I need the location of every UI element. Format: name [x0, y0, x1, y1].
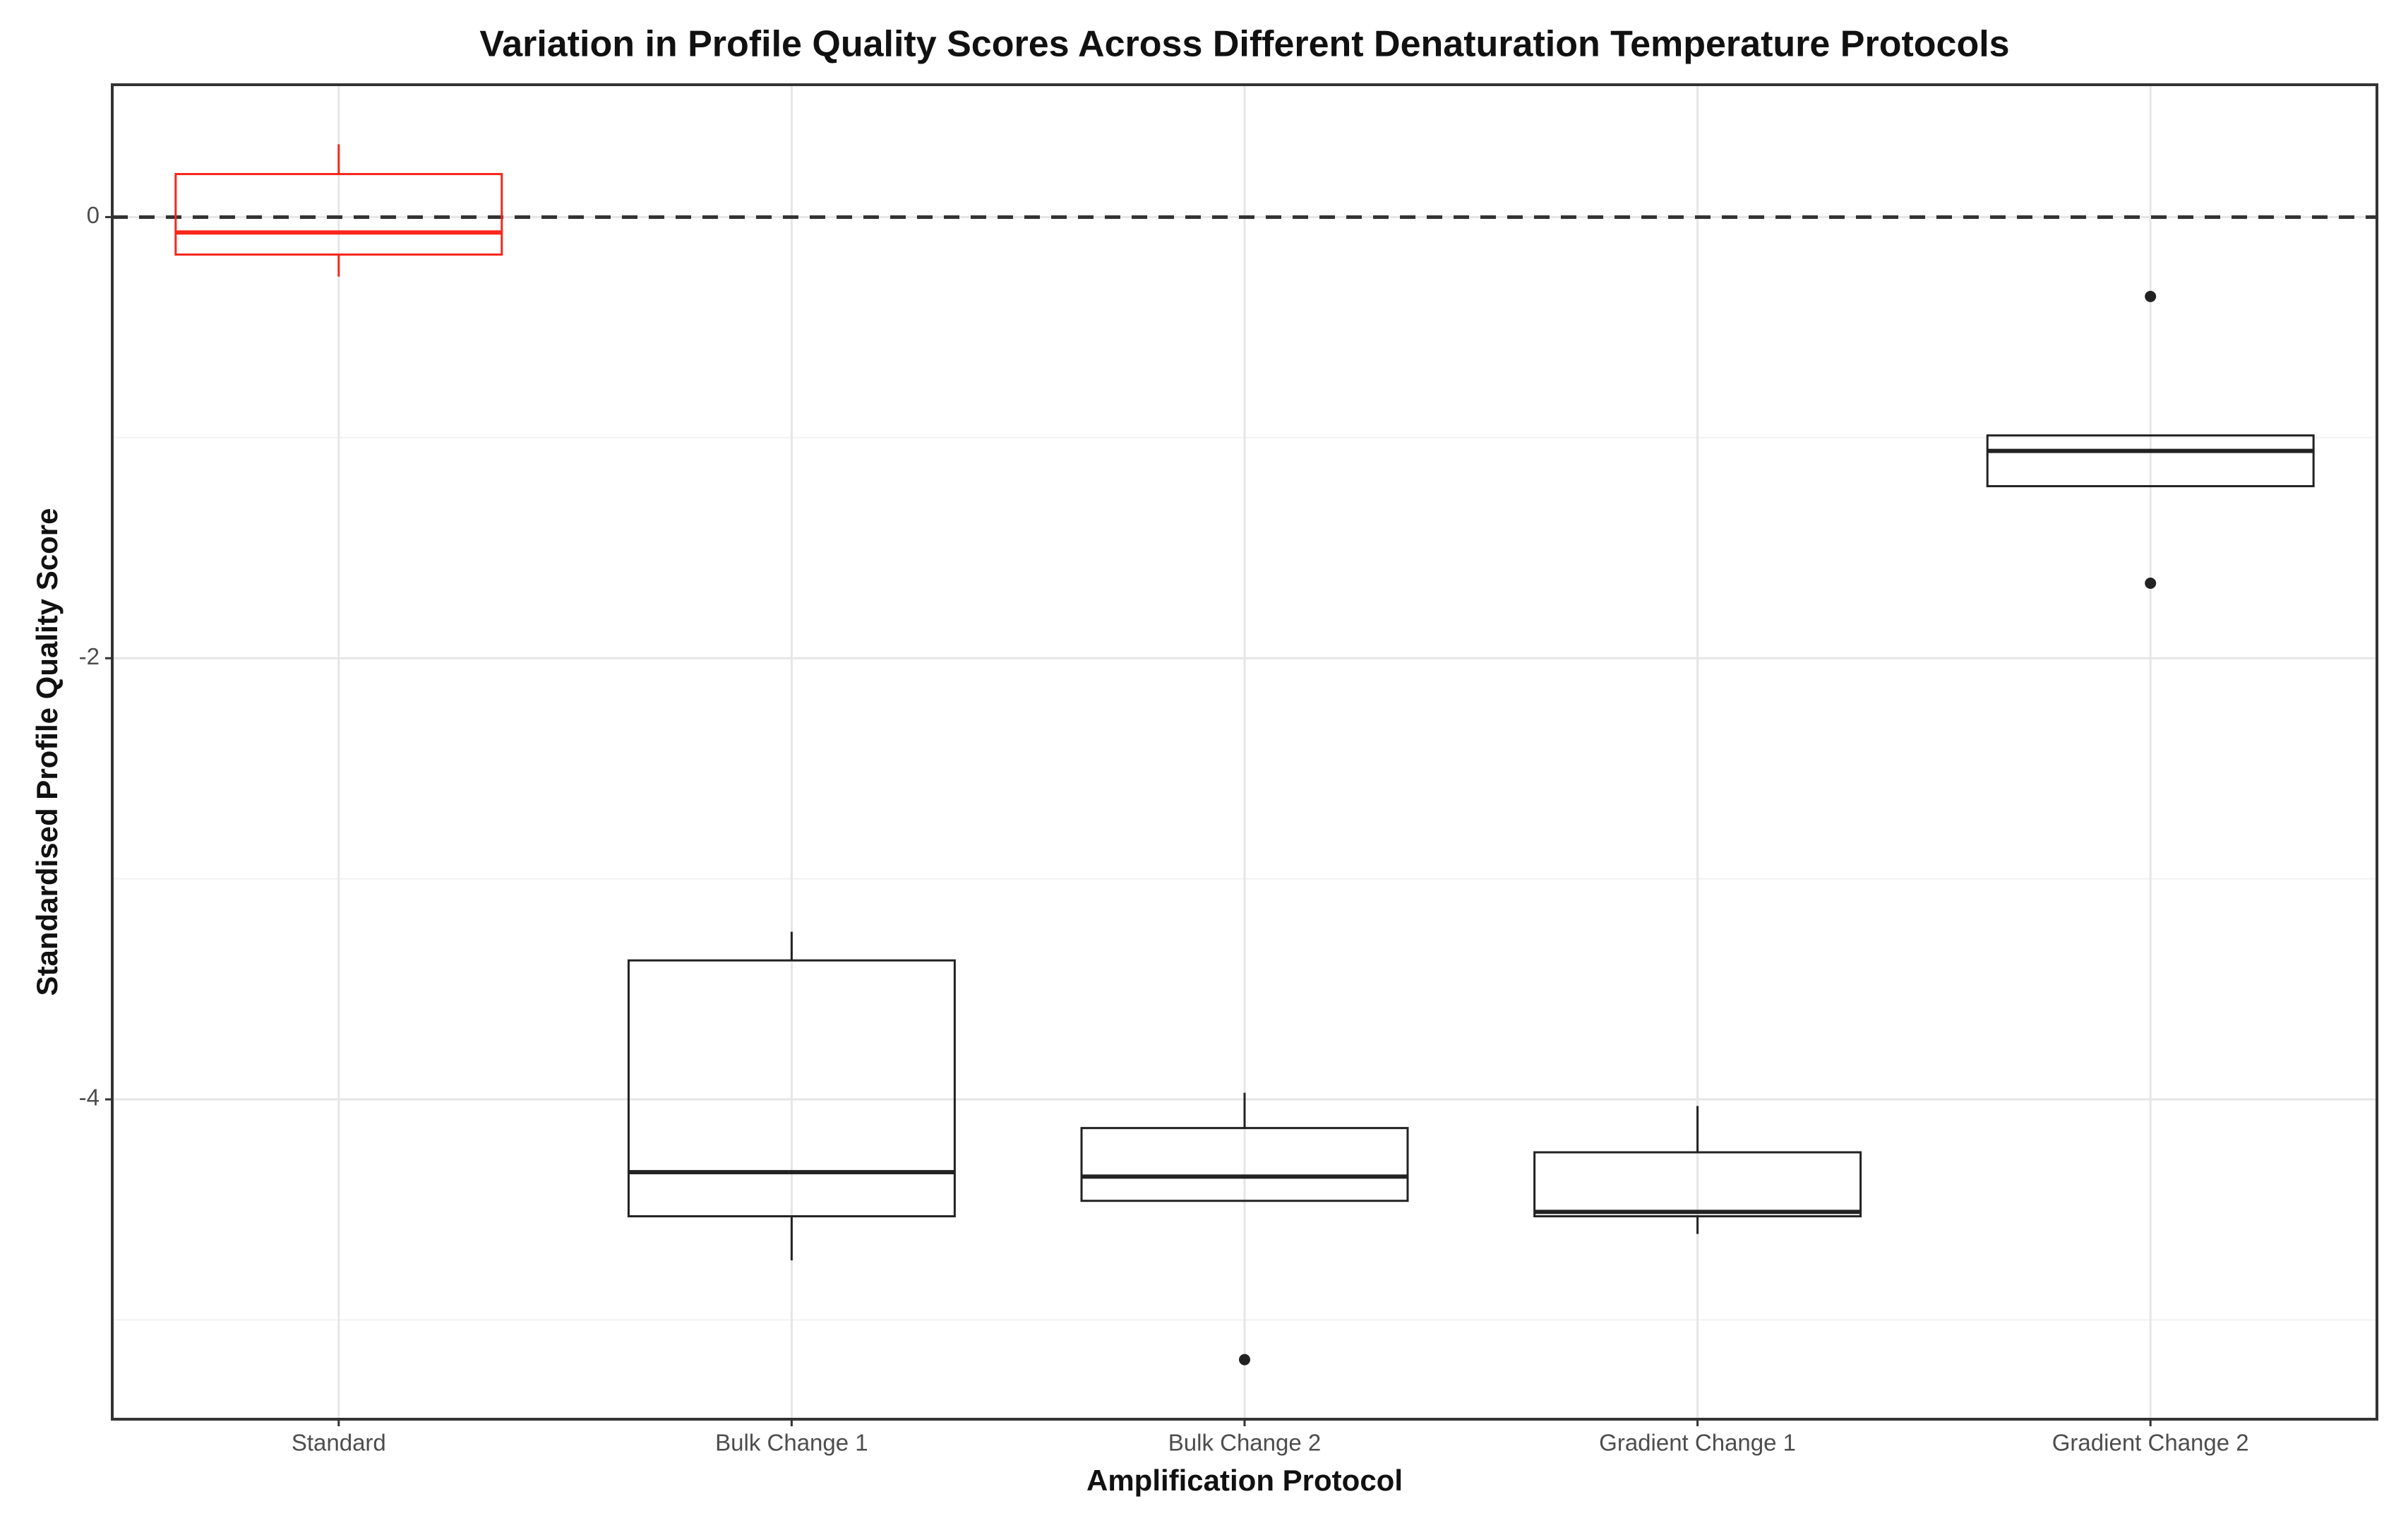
- outlier: [2145, 578, 2157, 590]
- x-axis-label: Amplification Protocol: [1086, 1464, 1403, 1497]
- box: [1533, 1151, 1862, 1218]
- x-tick-label: Gradient Change 1: [1599, 1430, 1796, 1456]
- box: [174, 173, 503, 256]
- box: [627, 959, 956, 1218]
- chart-title: Variation in Profile Quality Scores Acro…: [479, 24, 2009, 65]
- y-tick-label: -4: [79, 1085, 100, 1111]
- panel-border: [111, 83, 2378, 1421]
- y-tick-label: -2: [79, 643, 100, 669]
- outlier: [2145, 290, 2157, 302]
- y-axis-label: Standardised Profile Quality Score: [30, 508, 64, 996]
- x-tick-label: Gradient Change 2: [2052, 1430, 2249, 1456]
- y-tick-label: 0: [87, 202, 100, 228]
- box: [1986, 434, 2315, 488]
- outlier: [1239, 1354, 1250, 1366]
- x-tick-label: Bulk Change 1: [715, 1430, 868, 1456]
- box: [1080, 1127, 1409, 1202]
- x-tick-label: Standard: [292, 1430, 386, 1456]
- x-tick-label: Bulk Change 2: [1168, 1430, 1321, 1456]
